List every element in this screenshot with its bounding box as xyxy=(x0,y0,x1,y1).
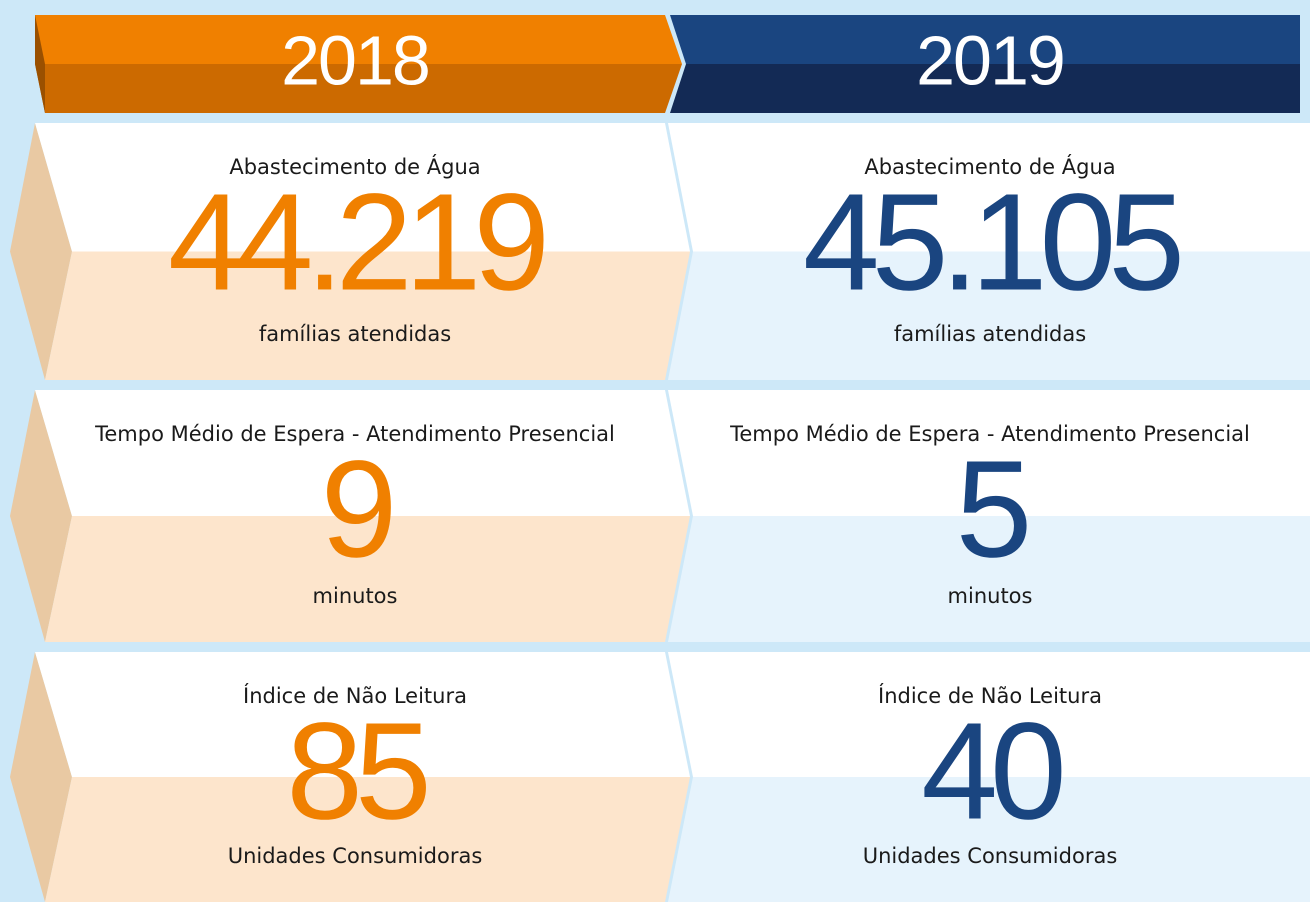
year: 2018 xyxy=(281,21,429,99)
header-2018-bevel xyxy=(35,15,45,113)
year: 2019 xyxy=(916,21,1064,99)
item-label: Índice de Não Leitura xyxy=(878,683,1102,708)
shapes xyxy=(10,15,1310,902)
item-label: Tempo Médio de Espera - Atendimento Pres… xyxy=(729,422,1250,446)
item-unit: minutos xyxy=(948,584,1033,608)
item-label: Abastecimento de Água xyxy=(229,154,480,179)
panel-2018-top xyxy=(35,390,690,516)
panel-2019-bottom xyxy=(668,516,1310,642)
panel-2018-bottom xyxy=(45,251,690,380)
panel-2019-bottom xyxy=(668,777,1310,902)
item-value: 9 xyxy=(321,432,392,586)
header-2018-top xyxy=(35,15,682,64)
item-unit: famílias atendidas xyxy=(894,322,1086,346)
panel-2019-top xyxy=(668,123,1310,252)
panel-2018-top xyxy=(35,652,690,777)
header-2019-bottom xyxy=(670,64,1300,113)
item-unit: minutos xyxy=(313,584,398,608)
item-unit: Unidades Consumidoras xyxy=(863,844,1118,868)
header-2018-bottom xyxy=(35,64,682,113)
item-value: 45.105 xyxy=(803,165,1179,319)
item-unit: Unidades Consumidoras xyxy=(228,844,483,868)
item-value: 44.219 xyxy=(168,165,544,319)
panel-2019-bottom xyxy=(668,251,1310,380)
panel-2019-top xyxy=(668,390,1310,516)
left-bevel xyxy=(10,123,72,380)
header-2019-top xyxy=(670,15,1300,64)
left-bevel xyxy=(10,390,72,642)
panel-2018-bottom xyxy=(45,516,690,642)
panel-2018-top xyxy=(35,123,690,252)
item-unit: famílias atendidas xyxy=(259,322,451,346)
left-bevel xyxy=(10,652,72,902)
item-value: 85 xyxy=(286,694,426,848)
item-value: 40 xyxy=(921,694,1062,848)
panel-2019-top xyxy=(668,652,1310,777)
item-label: Abastecimento de Água xyxy=(864,154,1115,179)
item-value: 5 xyxy=(956,432,1027,586)
panel-2018-bottom xyxy=(45,777,690,902)
item-label: Índice de Não Leitura xyxy=(243,683,467,708)
item-label: Tempo Médio de Espera - Atendimento Pres… xyxy=(94,422,615,446)
